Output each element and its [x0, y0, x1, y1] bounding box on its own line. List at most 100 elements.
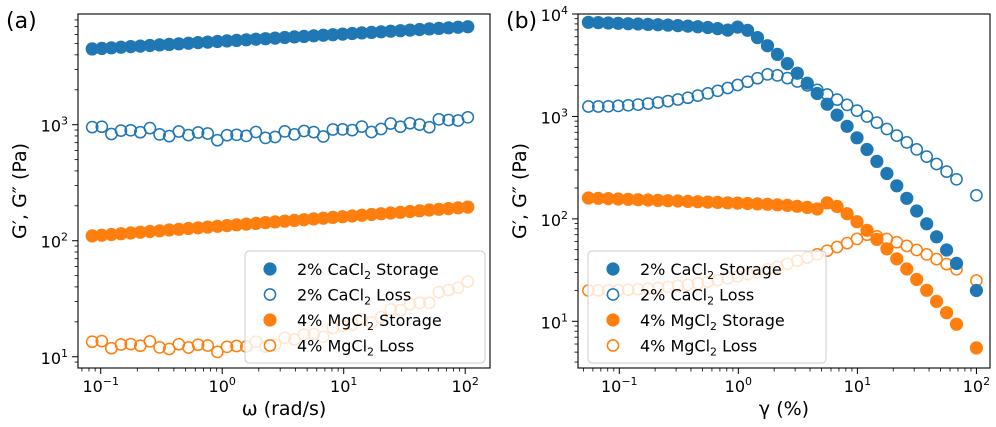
data-point [191, 221, 205, 235]
data-point [211, 345, 224, 359]
panel-label: (a) [6, 9, 37, 34]
data-point [403, 204, 417, 219]
data-point [741, 23, 755, 37]
data-point [601, 99, 615, 113]
data-point [651, 193, 665, 207]
data-point [191, 36, 205, 50]
data-point [85, 42, 99, 56]
x-tick-label: 100 [209, 375, 236, 396]
data-point [403, 116, 417, 130]
data-point [258, 32, 273, 46]
data-point [750, 30, 765, 45]
data-point [641, 97, 655, 110]
data-point [721, 196, 735, 210]
x-tick-label: 102 [963, 375, 990, 396]
y-tick-label: 102 [541, 209, 568, 230]
data-point [336, 27, 350, 41]
data-point [268, 215, 282, 229]
data-point [770, 198, 785, 212]
data-point [85, 120, 99, 134]
data-point [422, 120, 436, 134]
data-point [201, 35, 215, 49]
legend-entry: 4% MgCl2 Loss [640, 337, 757, 359]
legend-box [587, 250, 827, 364]
data-point [230, 33, 244, 48]
data-point [451, 20, 465, 34]
data-point [374, 122, 388, 136]
data-point [143, 224, 157, 239]
data-point [413, 22, 427, 37]
data-point [860, 110, 874, 123]
data-point [591, 191, 605, 205]
data-point [413, 204, 427, 218]
data-point [830, 108, 844, 122]
y-tick-label: 103 [41, 115, 68, 136]
data-point [461, 20, 475, 34]
data-point [601, 192, 615, 206]
data-point [681, 19, 695, 33]
data-point [611, 192, 625, 206]
data-point [393, 24, 407, 38]
data-point [297, 124, 311, 138]
data-point [114, 124, 128, 137]
data-point [760, 39, 775, 53]
data-point [95, 334, 109, 348]
data-point [969, 341, 984, 355]
data-point [621, 98, 635, 112]
data-point [611, 16, 625, 30]
data-point [800, 76, 814, 90]
plot-frame [77, 13, 491, 369]
data-point [278, 30, 292, 45]
data-point [810, 86, 824, 101]
data-point [384, 24, 398, 38]
legend-entry: 4% MgCl2 Storage [640, 311, 785, 333]
y-tick-label: 101 [41, 347, 68, 368]
data-point [182, 128, 195, 142]
data-point [287, 30, 301, 44]
legend-marker [606, 339, 620, 352]
data-point [850, 104, 864, 117]
data-point [85, 335, 99, 349]
data-point [631, 98, 645, 111]
y-tick-label: 103 [541, 106, 568, 127]
data-point [191, 126, 205, 139]
data-point [860, 142, 874, 157]
data-point [970, 188, 983, 202]
x-tick-label: 101 [844, 375, 871, 396]
data-point [770, 47, 785, 62]
data-point [143, 335, 157, 348]
data-point [124, 123, 138, 137]
data-point [432, 202, 446, 216]
data-point [441, 21, 456, 35]
data-point [790, 199, 804, 213]
y-tick-label: 102 [41, 231, 68, 252]
data-point [920, 248, 934, 261]
data-point [326, 123, 340, 136]
x-axis-label: γ (%) [759, 398, 809, 420]
data-point [721, 23, 735, 37]
data-point [880, 166, 894, 181]
data-point [153, 38, 167, 52]
y-tick-label: 101 [541, 311, 568, 332]
data-point [671, 19, 685, 33]
legend-entry: 2% CaCl2 Storage [640, 260, 782, 282]
plot-frame [577, 13, 991, 369]
data-point [601, 16, 615, 30]
data-point [153, 128, 166, 141]
data-point [870, 116, 884, 129]
data-point [910, 143, 924, 156]
data-point [651, 18, 665, 32]
data-point [316, 130, 330, 143]
legend-marker [606, 313, 620, 327]
data-point [297, 29, 311, 43]
data-point [153, 224, 167, 238]
data-point [940, 243, 954, 257]
data-point [870, 232, 884, 246]
data-point [124, 337, 138, 351]
x-tick-label: 10−1 [82, 375, 119, 396]
data-point [840, 119, 854, 133]
data-point [840, 98, 854, 112]
data-point [949, 317, 964, 331]
data-point [355, 120, 369, 133]
data-point [930, 230, 944, 244]
